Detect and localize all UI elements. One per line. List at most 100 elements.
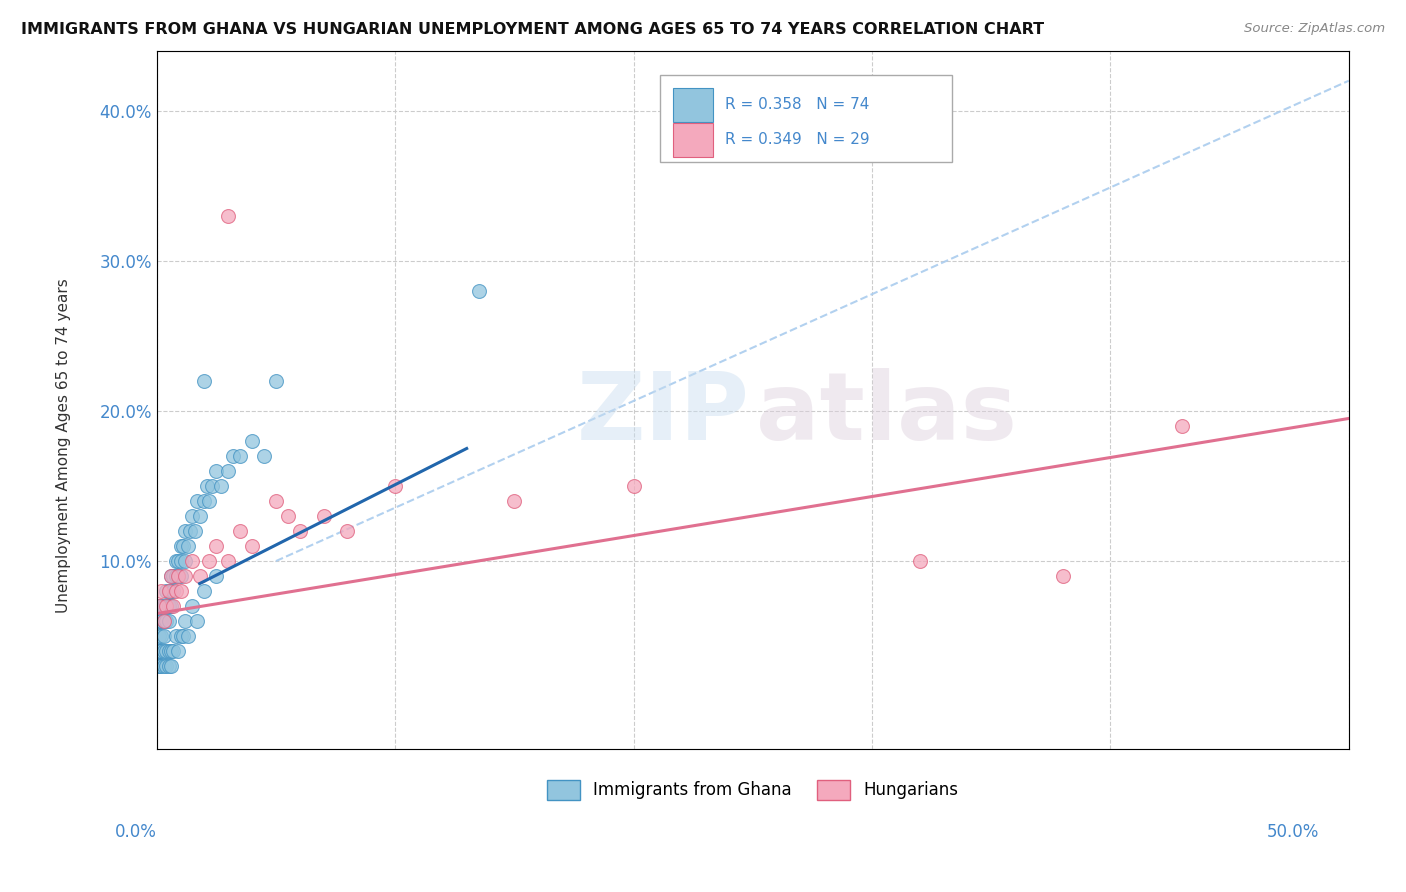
Point [160,569,183,583]
Point [165,584,187,599]
Point [193,584,215,599]
Point [150,629,173,643]
Point [155,584,177,599]
Point [148,659,170,673]
Point [155,599,177,613]
Point [336,524,359,538]
Point [188,509,211,524]
Point [167,644,190,658]
Point [165,569,187,583]
Point [160,584,183,599]
Point [198,494,221,508]
Text: 50.0%: 50.0% [1267,822,1319,840]
Point [184,524,207,538]
Point [177,539,200,553]
Point [174,569,197,583]
Point [193,494,215,508]
Point [384,479,406,493]
Point [205,539,228,553]
Point [160,644,183,658]
Point [155,599,177,613]
Point [160,599,183,613]
Point [160,569,183,583]
Point [150,659,173,673]
Point [155,614,177,628]
Point [288,524,311,538]
Point [195,479,218,493]
Point [150,614,173,628]
Point [186,614,208,628]
Point [1171,419,1194,434]
Point [155,659,177,673]
Point [186,494,208,508]
Point [277,509,299,524]
Point [174,524,197,538]
Point [157,644,180,658]
Text: R = 0.358   N = 74: R = 0.358 N = 74 [725,97,870,112]
Point [253,449,276,463]
Point [193,374,215,388]
Point [209,479,232,493]
Point [198,554,221,568]
Point [177,629,200,643]
Point [264,494,287,508]
Point [153,629,176,643]
FancyBboxPatch shape [659,75,952,162]
Text: Unemployment Among Ages 65 to 74 years: Unemployment Among Ages 65 to 74 years [56,278,70,614]
Point [157,599,180,613]
Point [155,644,177,658]
Point [167,569,190,583]
Point [1052,569,1074,583]
Point [503,494,526,508]
Point [240,434,263,448]
Point [157,614,180,628]
Point [150,644,173,658]
Point [148,599,170,613]
Point [148,614,170,628]
Text: Source: ZipAtlas.com: Source: ZipAtlas.com [1244,22,1385,36]
Point [222,449,245,463]
Point [153,614,176,628]
Point [205,464,228,478]
Point [181,509,204,524]
Point [167,569,190,583]
Point [169,569,191,583]
Point [174,554,197,568]
Point [169,584,191,599]
Point [169,629,191,643]
Point [160,659,183,673]
Point [167,554,190,568]
Point [153,644,176,658]
Text: atlas: atlas [756,368,1018,459]
FancyBboxPatch shape [673,87,713,122]
Point [169,539,191,553]
Point [157,659,180,673]
Text: 0.0%: 0.0% [115,822,157,840]
Point [908,554,931,568]
Point [148,629,170,643]
Point [179,524,201,538]
Point [623,479,645,493]
Point [217,464,239,478]
FancyBboxPatch shape [673,122,713,157]
Point [165,629,187,643]
Point [162,569,184,583]
Point [240,539,263,553]
Point [172,539,194,553]
Point [229,524,252,538]
Point [148,644,170,658]
Point [153,599,176,613]
Point [150,614,173,628]
Point [217,209,239,223]
Point [264,374,287,388]
Point [157,599,180,613]
Point [174,614,197,628]
Point [467,284,489,298]
Point [165,554,187,568]
Point [148,644,170,658]
Text: ZIP: ZIP [576,368,749,459]
Point [188,569,211,583]
Legend: Immigrants from Ghana, Hungarians: Immigrants from Ghana, Hungarians [540,773,966,806]
Text: IMMIGRANTS FROM GHANA VS HUNGARIAN UNEMPLOYMENT AMONG AGES 65 TO 74 YEARS CORREL: IMMIGRANTS FROM GHANA VS HUNGARIAN UNEMP… [21,22,1045,37]
Point [229,449,252,463]
